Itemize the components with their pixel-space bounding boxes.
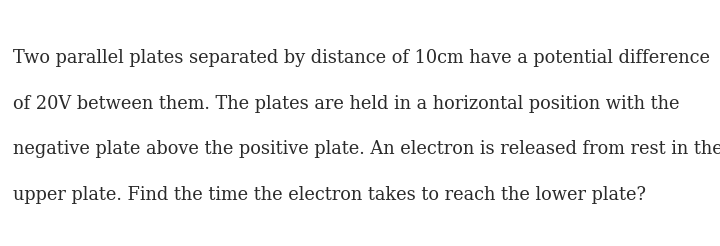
Text: upper plate. Find the time the electron takes to reach the lower plate?: upper plate. Find the time the electron … <box>13 186 646 204</box>
Text: negative plate above the positive plate. An electron is released from rest in th: negative plate above the positive plate.… <box>13 140 720 158</box>
Text: Two parallel plates separated by distance of 10cm have a potential difference: Two parallel plates separated by distanc… <box>13 49 710 67</box>
Text: of 20V between them. The plates are held in a horizontal position with the: of 20V between them. The plates are held… <box>13 95 680 113</box>
